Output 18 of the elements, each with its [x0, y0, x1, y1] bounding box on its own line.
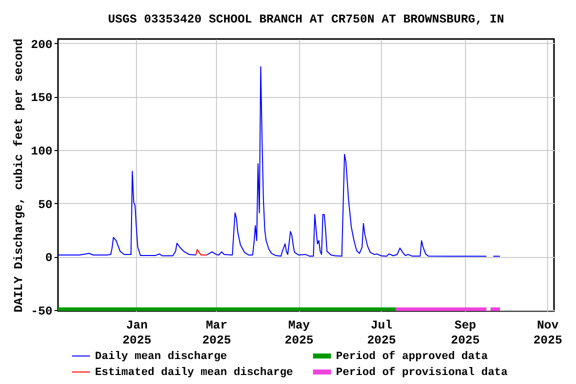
y-tick-label: 50	[38, 198, 52, 212]
y-tick-label: 200	[30, 38, 52, 52]
chart-title: USGS 03353420 SCHOOL BRANCH AT CR750N AT BROWNSBURG, IN	[108, 12, 504, 26]
y-tick-label: -50	[30, 304, 52, 318]
legend-label: Period of approved data	[336, 350, 488, 363]
y-tick-label: 100	[30, 144, 52, 158]
x-tick-label: Jan 2025	[122, 318, 152, 348]
legend-label: Daily mean discharge	[95, 351, 228, 363]
x-tick-label: Nov 2025	[533, 318, 562, 348]
x-tick-label: Jul 2025	[367, 318, 396, 348]
x-tick-label: May 2025	[284, 318, 314, 348]
x-tick-label: Sep 2025	[450, 318, 480, 348]
y-tick-label: 150	[30, 91, 52, 106]
y-tick-label: 0	[45, 251, 52, 266]
legend-label: Estimated daily mean discharge	[95, 367, 294, 379]
x-tick-label: Mar 2025	[202, 318, 232, 348]
legend-label: Period of provisional data	[336, 366, 508, 379]
y-axis-title: DAILY Discharge, cubic feet per second	[12, 38, 26, 312]
